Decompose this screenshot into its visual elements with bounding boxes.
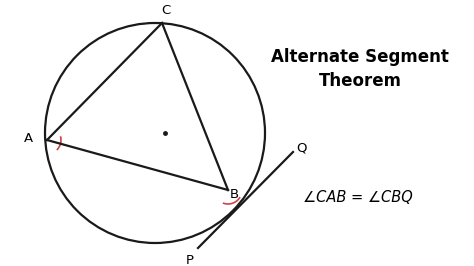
Text: Alternate Segment
Theorem: Alternate Segment Theorem [271,48,449,90]
Text: P: P [186,253,194,266]
Text: ∠CAB = ∠CBQ: ∠CAB = ∠CBQ [303,190,413,206]
Text: C: C [161,5,171,18]
Text: B: B [229,189,238,202]
Text: A: A [23,131,33,144]
Text: Q: Q [297,142,307,155]
